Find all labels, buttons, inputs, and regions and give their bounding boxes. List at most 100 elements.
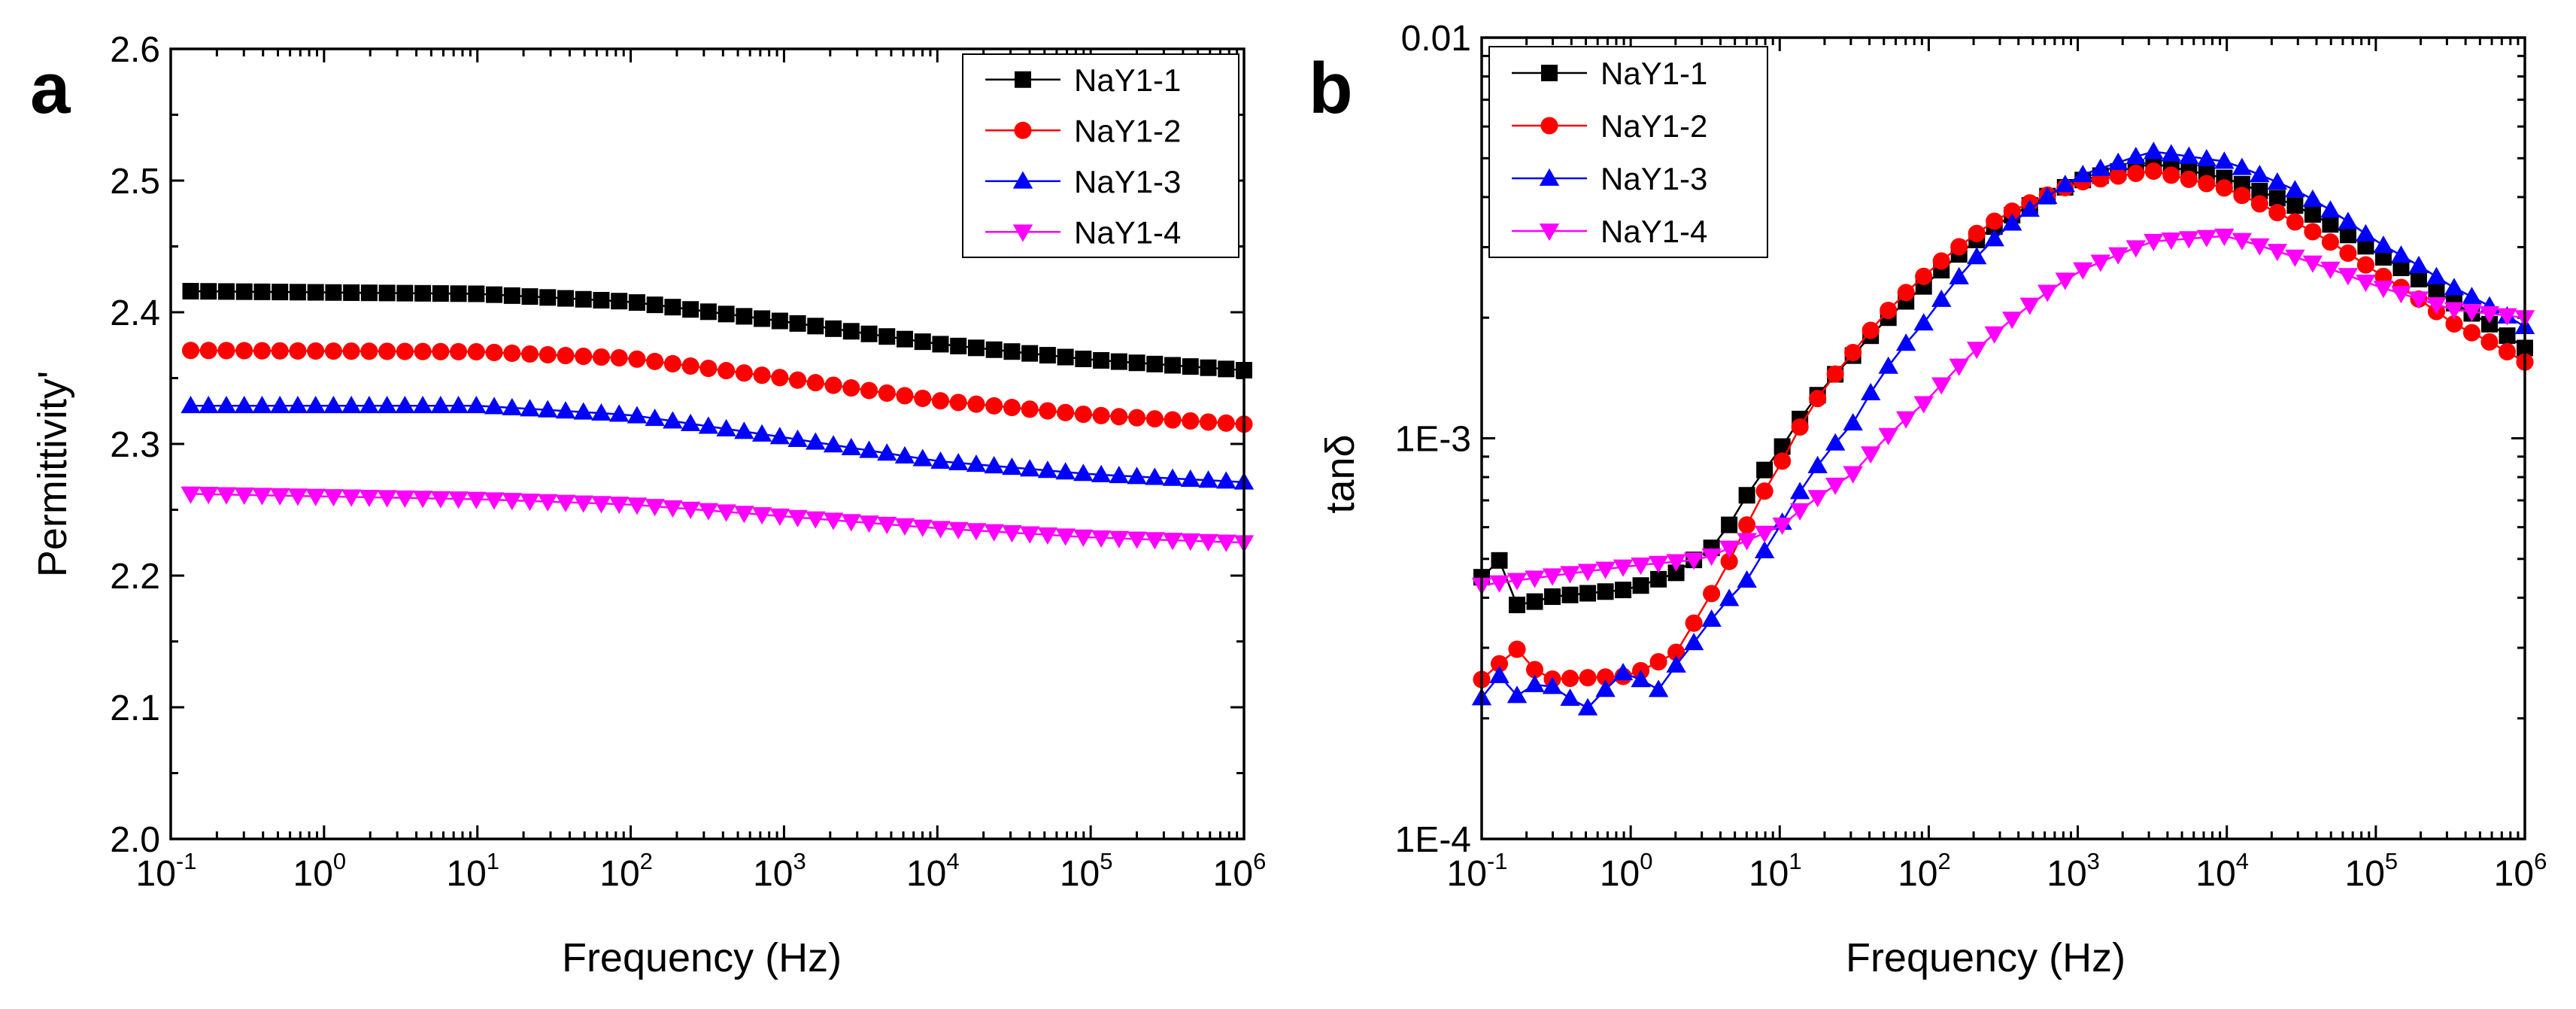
data-point-NaY1-3 [591,403,611,421]
data-point-NaY1-1 [1491,552,1508,569]
data-point-NaY1-2 [2215,179,2233,197]
data-point-NaY1-4 [1984,326,2004,344]
data-point-NaY1-4 [2073,262,2093,280]
data-point-NaY1-2 [646,352,664,370]
data-point-NaY1-4 [466,491,487,509]
series-b [1471,141,2535,716]
data-point-NaY1-3 [2055,175,2075,193]
data-point-NaY1-2 [1844,344,1862,362]
data-point-NaY1-2 [467,342,485,361]
data-point-NaY1-3 [1984,229,2004,247]
legend-item-b: NaY1-4 [1512,214,1707,249]
data-point-NaY1-3 [787,429,808,447]
data-point-NaY1-4 [948,521,969,539]
data-point-NaY1-1 [967,339,985,357]
data-point-NaY1-1 [789,315,806,332]
data-point-NaY1-4 [2144,233,2164,251]
data-point-NaY1-3 [252,396,272,414]
data-point-NaY1-2 [1685,614,1703,632]
data-point-NaY1-4 [966,523,987,541]
data-point-NaY1-4 [377,490,397,508]
data-point-NaY1-4 [430,491,451,509]
data-point-NaY1-2 [824,376,842,394]
data-point-NaY1-3 [1180,469,1200,487]
data-point-NaY1-4 [2285,249,2305,267]
data-point-NaY1-4 [2179,231,2199,249]
data-point-NaY1-1 [699,303,717,321]
data-point-NaY1-3 [984,456,1004,474]
data-point-NaY1-4 [234,487,254,506]
data-point-NaY1-4 [252,488,272,506]
legend-box-b [1488,46,1768,258]
data-point-NaY1-2 [414,342,432,360]
data-point-NaY1-2 [1720,552,1738,570]
data-point-NaY1-2 [806,374,824,392]
data-point-NaY1-2 [949,394,967,412]
data-point-NaY1-1 [200,283,217,300]
data-point-NaY1-2 [324,342,342,360]
data-point-NaY1-4 [2214,228,2235,246]
data-point-NaY1-3 [1525,674,1545,692]
data-point-NaY1-2 [2268,204,2286,222]
data-point-NaY1-3 [1542,676,1563,694]
data-point-NaY1-2 [2339,244,2357,262]
data-point-NaY1-3 [1613,662,1634,681]
data-point-NaY1-1 [718,305,735,323]
data-point-NaY1-3 [877,443,897,461]
data-point-NaY1-1 [343,284,360,301]
data-point-NaY1-4 [2497,308,2517,326]
y-tick-label-a: 2.5 [110,162,160,202]
data-point-NaY1-2 [2109,167,2127,185]
data-point-NaY1-2 [1809,390,1827,408]
plot-frame-a [169,47,1246,840]
data-point-NaY1-2 [914,389,932,407]
data-point-NaY1-1 [932,336,949,353]
data-point-NaY1-3 [1913,313,1934,331]
data-point-NaY1-1 [521,288,539,305]
data-point-NaY1-4 [1860,446,1881,464]
data-point-NaY1-2 [557,346,575,365]
y-tick-label-a: 2.4 [110,293,160,333]
data-point-NaY1-3 [1073,463,1094,482]
data-point-NaY1-4 [769,508,790,527]
data-point-NaY1-4 [2338,268,2359,286]
data-point-NaY1-3 [2196,148,2217,167]
legend-item-a: NaY1-2 [985,113,1181,148]
data-point-NaY1-2 [663,354,681,372]
data-point-NaY1-2 [1003,399,1021,417]
data-point-NaY1-4 [1162,533,1183,551]
legend-label: NaY1-4 [1601,214,1707,249]
data-point-NaY1-1 [2268,190,2286,207]
data-point-NaY1-4 [1560,566,1580,584]
data-point-NaY1-4 [1091,530,1112,548]
legend-label: NaY1-1 [1601,56,1707,91]
data-point-NaY1-2 [450,342,468,360]
data-point-NaY1-3 [305,396,326,414]
data-point-NaY1-2 [878,384,896,403]
data-point-NaY1-3 [502,397,522,415]
data-point-NaY1-2 [1182,412,1200,430]
data-point-NaY1-1 [1093,351,1110,369]
data-point-NaY1-1 [2304,205,2321,223]
data-point-NaY1-3 [806,432,826,450]
data-point-NaY1-3 [1216,471,1236,489]
data-point-NaY1-4 [1754,525,1775,543]
x-axis-title-b: Frequency (Hz) [1846,935,2125,980]
data-point-NaY1-2 [1986,212,2004,230]
data-point-NaY1-3 [608,404,630,422]
data-point-NaY1-4 [2250,238,2270,256]
data-point-NaY1-4 [984,524,1004,542]
data-point-NaY1-3 [769,427,790,445]
series-NaY1-2 [1473,162,2534,688]
data-point-NaY1-4 [1878,427,1898,445]
legend-item-a: NaY1-3 [985,164,1181,199]
legend-item-b: NaY1-3 [1512,161,1707,196]
data-point-NaY1-4 [1807,490,1828,508]
data-point-NaY1-4 [412,491,433,509]
data-point-NaY1-1 [253,283,271,300]
data-point-NaY1-2 [789,371,807,389]
data-point-NaY1-1 [2286,197,2304,214]
data-point-NaY1-4 [2302,255,2323,273]
x-tick-label-a: 100 [293,848,347,894]
data-point-NaY1-3 [1807,455,1828,473]
